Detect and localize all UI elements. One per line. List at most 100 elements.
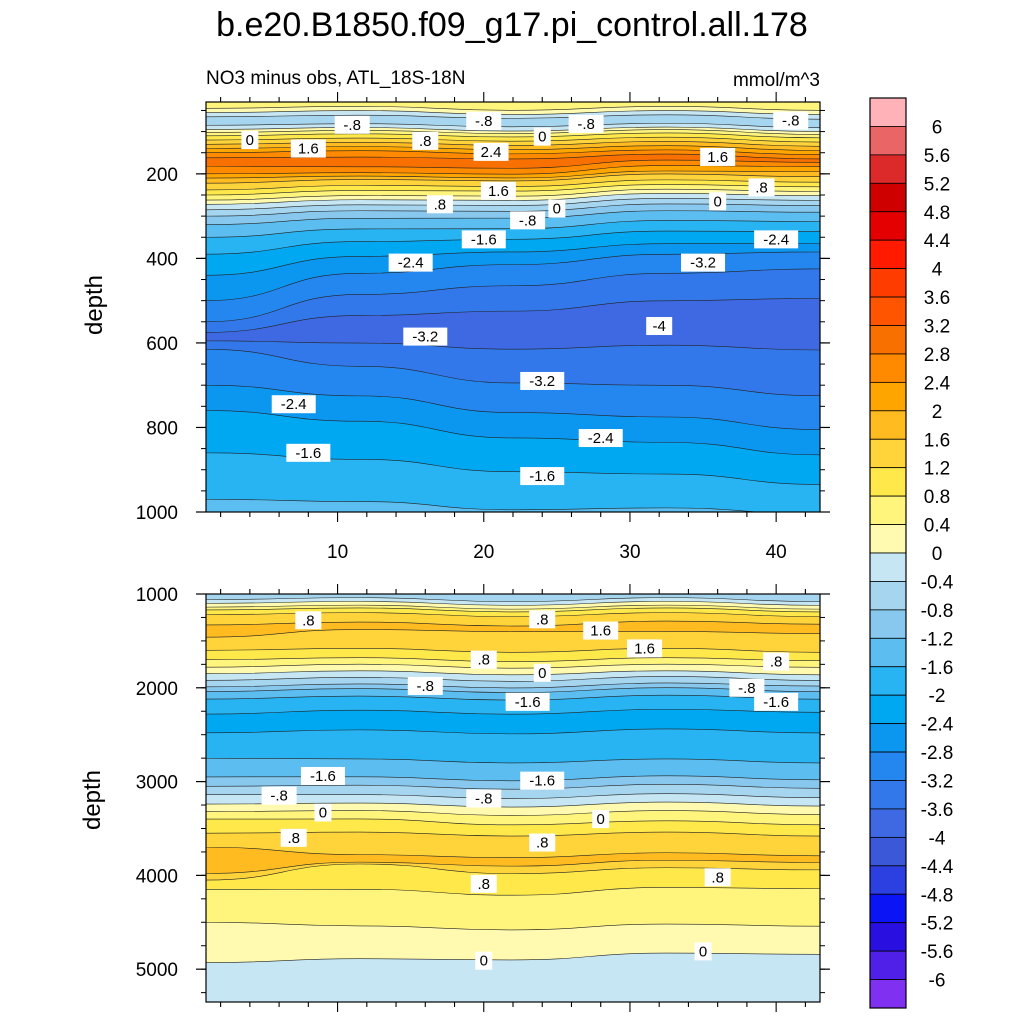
contour-label: 1.6	[290, 139, 326, 158]
contour-label: .8	[529, 833, 556, 852]
colorbar-swatch	[869, 325, 907, 355]
y-tick-label: 200	[146, 165, 178, 186]
colorbar-label: -4	[929, 828, 946, 849]
contour-label: -.8	[466, 789, 502, 808]
contour-label-bg	[529, 833, 556, 852]
contour-label-text: 2.4	[481, 144, 502, 161]
contour-label: -3.2	[681, 253, 726, 272]
panel1-contour-labels: 0 -.8 1.6 .8 -.8 2.4 0 -.8 -.8 1.6 .8 1.6 .8 0 0 -.8 -1.…	[241, 111, 809, 486]
contour-label-bg	[646, 317, 673, 336]
contour-label-bg	[748, 178, 775, 197]
contour-label-text: 1.6	[298, 140, 319, 157]
contour-label-bg	[627, 639, 663, 658]
contour-label-text: 0	[319, 805, 327, 822]
contour-label: 0	[548, 199, 566, 218]
contour-label-text: .8	[302, 612, 315, 629]
contour-label: .8	[280, 828, 307, 847]
colorbar-swatch	[869, 950, 907, 980]
contour-label-bg	[466, 789, 502, 808]
contour-label-text: .8	[478, 652, 491, 669]
colorbar-swatch	[869, 410, 907, 440]
contour-label-text: .8	[770, 654, 783, 671]
contour-label: -.8	[261, 786, 297, 805]
contour-label: 1.6	[627, 639, 663, 658]
panel1-subtitle: NO3 minus obs, ATL_18S-18N	[206, 68, 465, 89]
contour-label-text: .8	[478, 876, 491, 893]
contour-label: 1.6	[480, 181, 516, 200]
contour-label: 0	[241, 131, 259, 150]
contour-label-bg	[407, 676, 443, 695]
contour-label-text: -.8	[270, 788, 288, 805]
contour-label-bg	[426, 195, 453, 214]
contour-label-text: 0	[538, 129, 546, 146]
contour-label: 0	[592, 810, 610, 829]
contour-label-bg	[754, 230, 799, 249]
contour-label: -2.4	[271, 395, 316, 414]
colorbar-swatch	[869, 438, 907, 469]
contour-label-bg	[388, 253, 433, 272]
contour-label-bg	[300, 766, 345, 785]
panel2-contour-labels: .8 .8 1.6 1.6 .8 0 .8 -.8 -1.6 -.8 -1.6 -1.6 -1.6 -.8…	[261, 610, 799, 970]
colorbar-frame	[869, 97, 907, 1009]
contour-label-bg	[412, 131, 439, 150]
colorbar-swatch	[869, 154, 907, 184]
colorbar-swatch	[869, 694, 907, 725]
contour-label: .8	[470, 874, 497, 893]
colorbar-label: 0	[932, 544, 943, 565]
colorbar-label: 4.8	[924, 203, 950, 224]
contour-label-text: 0	[713, 193, 721, 210]
contour-label-text: -1.6	[471, 231, 497, 248]
y-tick-label: 600	[146, 334, 178, 355]
contour-label: .8	[426, 195, 453, 214]
colorbar-swatch	[869, 979, 907, 1009]
contour-label: -1.6	[520, 467, 565, 486]
contour-label-text: -.8	[475, 790, 493, 807]
contour-label-bg	[261, 786, 297, 805]
contour-label-text: 0	[480, 953, 488, 970]
contour-label-text: 0	[553, 201, 561, 218]
contour-label: -3.2	[520, 371, 565, 390]
contour-label-text: -1.6	[295, 445, 321, 462]
colorbar-swatch	[869, 723, 907, 753]
contour-label-text: .8	[287, 830, 300, 847]
colorbar-label: -2.8	[921, 743, 954, 764]
contour-label: -1.6	[754, 692, 799, 711]
contour-label-text: .8	[536, 611, 549, 628]
contour-label-text: -1.6	[529, 468, 555, 485]
contour-label-text: 1.6	[634, 640, 655, 657]
panel1-ylabel: depth	[81, 275, 108, 335]
contour-label-bg	[290, 139, 326, 158]
contour-label-bg	[470, 874, 497, 893]
contour-label: 1.6	[583, 621, 619, 640]
colorbar-label: 1.2	[924, 459, 950, 480]
colorbar-label: -2.4	[921, 715, 954, 736]
y-tick-label: 5000	[136, 960, 178, 981]
units-label: mmol/m^3	[733, 70, 820, 91]
colorbar-label: -3.2	[921, 772, 954, 793]
panel2-ylabel: depth	[79, 770, 106, 830]
contour-label-text: -.8	[577, 116, 595, 133]
colorbar-swatch	[869, 865, 907, 895]
colorbar-swatch	[869, 666, 907, 696]
colorbar-label: -1.2	[921, 629, 954, 650]
contour-label: 0	[475, 951, 493, 970]
colorbar-label: -0.8	[921, 601, 954, 622]
contour-label-bg	[314, 803, 332, 822]
colorbar-swatch	[869, 581, 907, 611]
colorbar-swatch	[869, 637, 907, 668]
colorbar-label: 2.8	[924, 345, 950, 366]
x-tick-label: 10	[327, 542, 348, 563]
colorbar-swatch	[869, 609, 907, 639]
contour-label: 2.4	[473, 142, 509, 161]
colorbar-swatch	[869, 182, 907, 213]
contour-label-text: .8	[536, 835, 549, 852]
contour-label-bg	[334, 115, 370, 134]
contour-label: -3.2	[403, 327, 448, 346]
contour-band	[206, 594, 820, 602]
contour-label: 0	[694, 942, 712, 961]
contour-label-text: -.8	[417, 678, 435, 695]
colorbar-swatch	[869, 751, 907, 781]
colorbar: 6 5.6 5.2 4.8 4.4 4 3.6 3.2 2.8 2.4 2 1.6 1.2 0.8 0.4 0…	[869, 97, 954, 1009]
colorbar-label: 3.6	[924, 288, 950, 309]
